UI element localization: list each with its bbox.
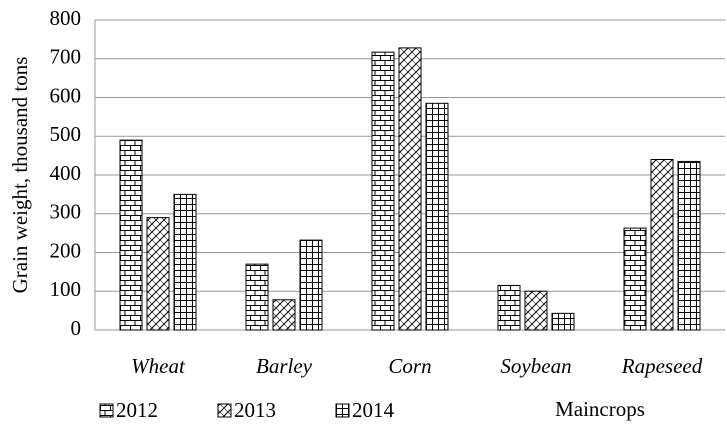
legend-swatch bbox=[217, 403, 232, 418]
bar bbox=[245, 263, 269, 331]
y-tick-label: 700 bbox=[50, 45, 82, 69]
y-tick-label: 0 bbox=[71, 316, 82, 340]
legend-label: 2012 bbox=[116, 398, 158, 422]
y-tick-label: 600 bbox=[50, 83, 82, 107]
bar bbox=[650, 159, 674, 331]
y-tick-label: 800 bbox=[50, 6, 82, 30]
x-tick-label: Corn bbox=[388, 354, 431, 378]
legend-label: 2013 bbox=[234, 398, 276, 422]
bar bbox=[524, 290, 548, 331]
bar bbox=[677, 160, 701, 331]
legend-swatch bbox=[99, 403, 114, 418]
bar bbox=[119, 139, 143, 331]
bar bbox=[173, 193, 197, 331]
y-tick-label: 300 bbox=[50, 200, 82, 224]
x-tick-label: Soybean bbox=[500, 354, 571, 378]
x-tick-label: Barley bbox=[256, 354, 313, 378]
y-tick-label: 400 bbox=[50, 161, 82, 185]
bar bbox=[497, 284, 521, 331]
y-tick-label: 200 bbox=[50, 238, 82, 262]
bar bbox=[299, 239, 323, 331]
y-axis-label: Grain weight, thousand tons bbox=[8, 57, 32, 294]
legend-label: 2014 bbox=[352, 398, 395, 422]
bar bbox=[371, 51, 395, 331]
legend-swatch bbox=[335, 403, 350, 418]
bar bbox=[146, 217, 170, 331]
bar bbox=[398, 47, 422, 331]
bar bbox=[623, 227, 647, 331]
y-tick-label: 100 bbox=[50, 277, 82, 301]
y-tick-label: 500 bbox=[50, 122, 82, 146]
bar bbox=[272, 299, 296, 331]
bar bbox=[551, 312, 575, 331]
x-axis-label: Maincrops bbox=[555, 397, 645, 421]
bar bbox=[425, 102, 449, 331]
x-tick-label: Wheat bbox=[131, 354, 186, 378]
x-tick-label: Rapeseed bbox=[621, 354, 703, 378]
